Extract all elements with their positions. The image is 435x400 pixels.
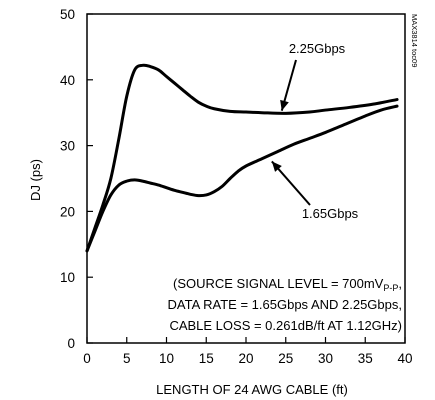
y-tick-label: 0 xyxy=(67,336,75,351)
note-line-1: (SOURCE SIGNAL LEVEL = 700mVP-P, xyxy=(173,276,402,293)
arrow-2-25gbps xyxy=(280,59,297,111)
y-tick-label: 30 xyxy=(60,139,75,154)
note-line-2: DATA RATE = 1.65Gbps AND 2.25Gbps, xyxy=(168,297,402,312)
x-tick-label: 25 xyxy=(278,351,293,366)
x-tick-label: 5 xyxy=(123,351,131,366)
note-line-3: CABLE LOSS = 0.261dB/ft AT 1.12GHz) xyxy=(169,318,402,333)
x-tick-label: 35 xyxy=(358,351,373,366)
arrow-1-65gbps-head xyxy=(271,161,282,172)
y-axis-title: DJ (ps) xyxy=(28,159,43,201)
series-line-0 xyxy=(85,63,399,253)
series-line-1 xyxy=(85,104,399,253)
series-lines xyxy=(85,63,399,253)
x-tick-label: 40 xyxy=(397,351,412,366)
label-2-25gbps: 2.25Gbps xyxy=(289,41,346,56)
x-tick-label: 20 xyxy=(238,351,253,366)
arrow-2-25gbps-head xyxy=(280,99,289,111)
x-tick-label: 30 xyxy=(318,351,333,366)
annotations xyxy=(271,59,311,206)
y-tick-label: 20 xyxy=(60,204,75,219)
figure-id: MAX3814 toc09 xyxy=(410,14,419,67)
x-tick-label: 10 xyxy=(159,351,174,366)
x-tick-label: 15 xyxy=(199,351,214,366)
x-axis-title: LENGTH OF 24 AWG CABLE (ft) xyxy=(156,382,348,397)
arrow-1-65gbps xyxy=(271,160,311,206)
y-tick-label: 50 xyxy=(60,7,75,22)
label-1-65gbps: 1.65Gbps xyxy=(302,206,359,221)
x-tick-label: 0 xyxy=(83,351,91,366)
y-tick-label: 10 xyxy=(60,270,75,285)
axis-ticks: 0 5 10 15 20 25 30 35 40 0 10 20 30 40 50 xyxy=(60,7,413,366)
y-tick-label: 40 xyxy=(60,73,75,88)
